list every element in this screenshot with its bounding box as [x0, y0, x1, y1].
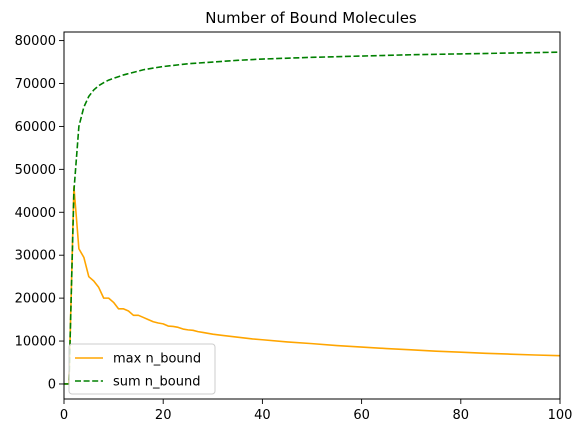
- plot-area: [64, 51, 561, 385]
- legend: max n_bound sum n_bound: [68, 343, 216, 395]
- y-axis: 0 10000 20000 30000 40000 50000 60000 70000 8000…: [15, 34, 64, 392]
- chart-title: Number of Bound Molecules: [205, 9, 417, 27]
- x-tick-label: 40: [254, 408, 271, 423]
- y-tick-label: 10000: [15, 335, 56, 350]
- y-tick-label: 70000: [15, 77, 56, 92]
- y-tick-label: 50000: [15, 163, 56, 178]
- y-tick-label: 80000: [15, 34, 56, 49]
- legend-label-sum-n-bound: sum n_bound: [113, 375, 200, 390]
- x-tick-label: 100: [548, 408, 573, 423]
- y-tick-label: 30000: [15, 249, 56, 264]
- plot-frame: [63, 31, 561, 400]
- x-tick-label: 60: [353, 408, 370, 423]
- x-tick-label: 0: [60, 408, 68, 423]
- y-tick-label: 40000: [15, 206, 56, 221]
- y-tick-label: 0: [48, 377, 56, 392]
- series-line-sum-n-bound: [64, 51, 561, 385]
- series-line-max-n-bound: [64, 185, 561, 385]
- legend-label-max-n-bound: max n_bound: [113, 352, 201, 367]
- y-tick-label: 60000: [15, 120, 56, 135]
- legend-box: [68, 343, 216, 395]
- x-tick-label: 20: [155, 408, 172, 423]
- x-tick-label: 80: [453, 408, 470, 423]
- x-axis: 0 20 40 60 80 100: [60, 399, 573, 423]
- y-tick-label: 20000: [15, 292, 56, 307]
